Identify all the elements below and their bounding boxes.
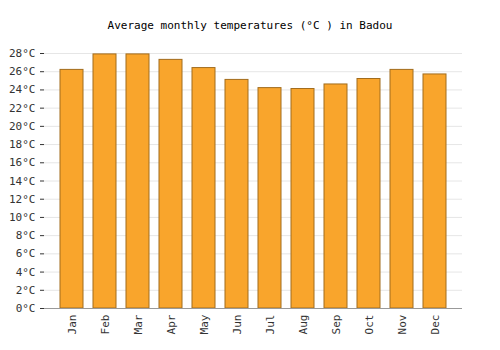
svg-text:28°C: 28°C <box>9 47 36 60</box>
svg-text:Apr: Apr <box>165 314 178 334</box>
svg-text:Sep: Sep <box>330 315 343 335</box>
svg-text:18°C: 18°C <box>9 138 36 151</box>
svg-text:Jun: Jun <box>231 315 244 335</box>
svg-text:Mar: Mar <box>132 314 145 334</box>
svg-text:Jul: Jul <box>264 315 277 335</box>
svg-text:Feb: Feb <box>99 315 112 335</box>
svg-text:20°C: 20°C <box>9 120 36 133</box>
html-text:Average monthly temperatures (: Average monthly temperatures (°C ) in Ba… <box>107 19 393 32</box>
svg-text:Oct: Oct <box>363 315 376 335</box>
svg-text:24°C: 24°C <box>9 83 36 96</box>
svg-text:14°C: 14°C <box>9 175 36 188</box>
svg-text:22°C: 22°C <box>9 102 36 115</box>
svg-text:6°C: 6°C <box>16 247 36 260</box>
svg-text:May: May <box>198 314 211 334</box>
svg-text:0°C: 0°C <box>16 302 36 315</box>
svg-text:Dec: Dec <box>429 315 442 335</box>
svg-text:Nov: Nov <box>396 314 409 334</box>
svg-text:Aug: Aug <box>297 315 310 335</box>
svg-text:4°C: 4°C <box>16 266 36 279</box>
svg-text:12°C: 12°C <box>9 193 36 206</box>
svg-text:16°C: 16°C <box>9 156 36 169</box>
svg-text:2°C: 2°C <box>16 284 36 297</box>
svg-text:26°C: 26°C <box>9 65 36 78</box>
svg-text:8°C: 8°C <box>16 229 36 242</box>
svg-text:10°C: 10°C <box>9 211 36 224</box>
svg-text:Jan: Jan <box>66 315 79 335</box>
